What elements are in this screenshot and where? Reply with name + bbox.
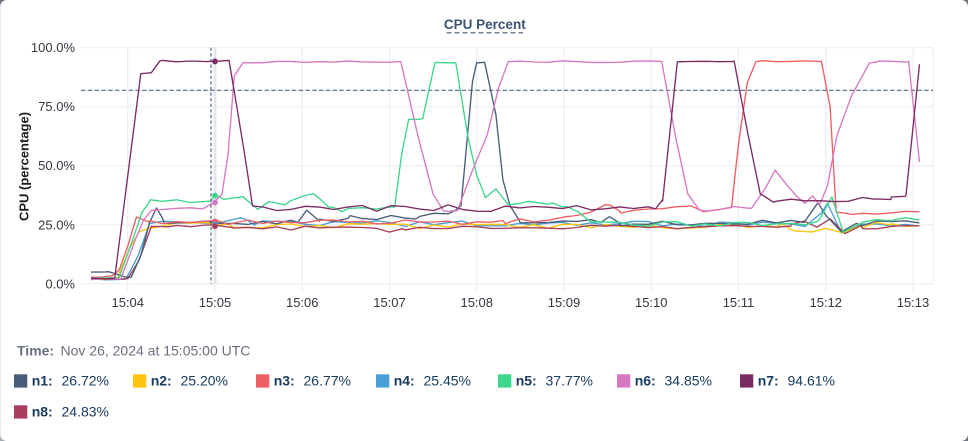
svg-text:15:11: 15:11 <box>723 295 755 310</box>
svg-text:37.77%: 37.77% <box>546 373 593 389</box>
svg-text:Time:: Time: <box>17 343 54 359</box>
svg-text:25.20%: 25.20% <box>181 373 228 389</box>
svg-text:100.0%: 100.0% <box>31 40 76 55</box>
svg-text:26.77%: 26.77% <box>304 373 351 389</box>
svg-text:CPU Percent: CPU Percent <box>444 17 526 32</box>
svg-text:50.0%: 50.0% <box>38 158 75 173</box>
svg-text:15:12: 15:12 <box>809 295 842 310</box>
svg-text:n6:: n6: <box>635 373 656 389</box>
svg-text:15:08: 15:08 <box>460 295 493 310</box>
svg-text:n3:: n3: <box>274 373 295 389</box>
svg-text:n8:: n8: <box>32 404 53 420</box>
svg-text:15:04: 15:04 <box>111 295 144 310</box>
svg-text:15:05: 15:05 <box>199 295 232 310</box>
svg-text:n5:: n5: <box>516 373 537 389</box>
svg-text:75.0%: 75.0% <box>38 99 75 114</box>
svg-text:25.0%: 25.0% <box>38 217 75 232</box>
svg-text:n4:: n4: <box>394 373 415 389</box>
svg-text:n7:: n7: <box>758 373 779 389</box>
svg-text:15:10: 15:10 <box>635 295 668 310</box>
svg-text:26.72%: 26.72% <box>62 373 109 389</box>
svg-text:15:09: 15:09 <box>548 295 581 310</box>
svg-text:15:06: 15:06 <box>286 295 319 310</box>
svg-text:n2:: n2: <box>151 373 172 389</box>
svg-text:34.85%: 34.85% <box>665 373 712 389</box>
svg-text:25.45%: 25.45% <box>424 373 471 389</box>
svg-text:24.83%: 24.83% <box>62 404 109 420</box>
svg-text:94.61%: 94.61% <box>788 373 835 389</box>
svg-text:15:13: 15:13 <box>897 295 930 310</box>
svg-text:Nov 26, 2024 at 15:05:00 UTC: Nov 26, 2024 at 15:05:00 UTC <box>61 343 251 359</box>
svg-text:0.0%: 0.0% <box>45 276 75 291</box>
svg-text:n1:: n1: <box>32 373 53 389</box>
svg-text:CPU (percentage): CPU (percentage) <box>17 112 32 221</box>
svg-text:15:07: 15:07 <box>373 295 406 310</box>
